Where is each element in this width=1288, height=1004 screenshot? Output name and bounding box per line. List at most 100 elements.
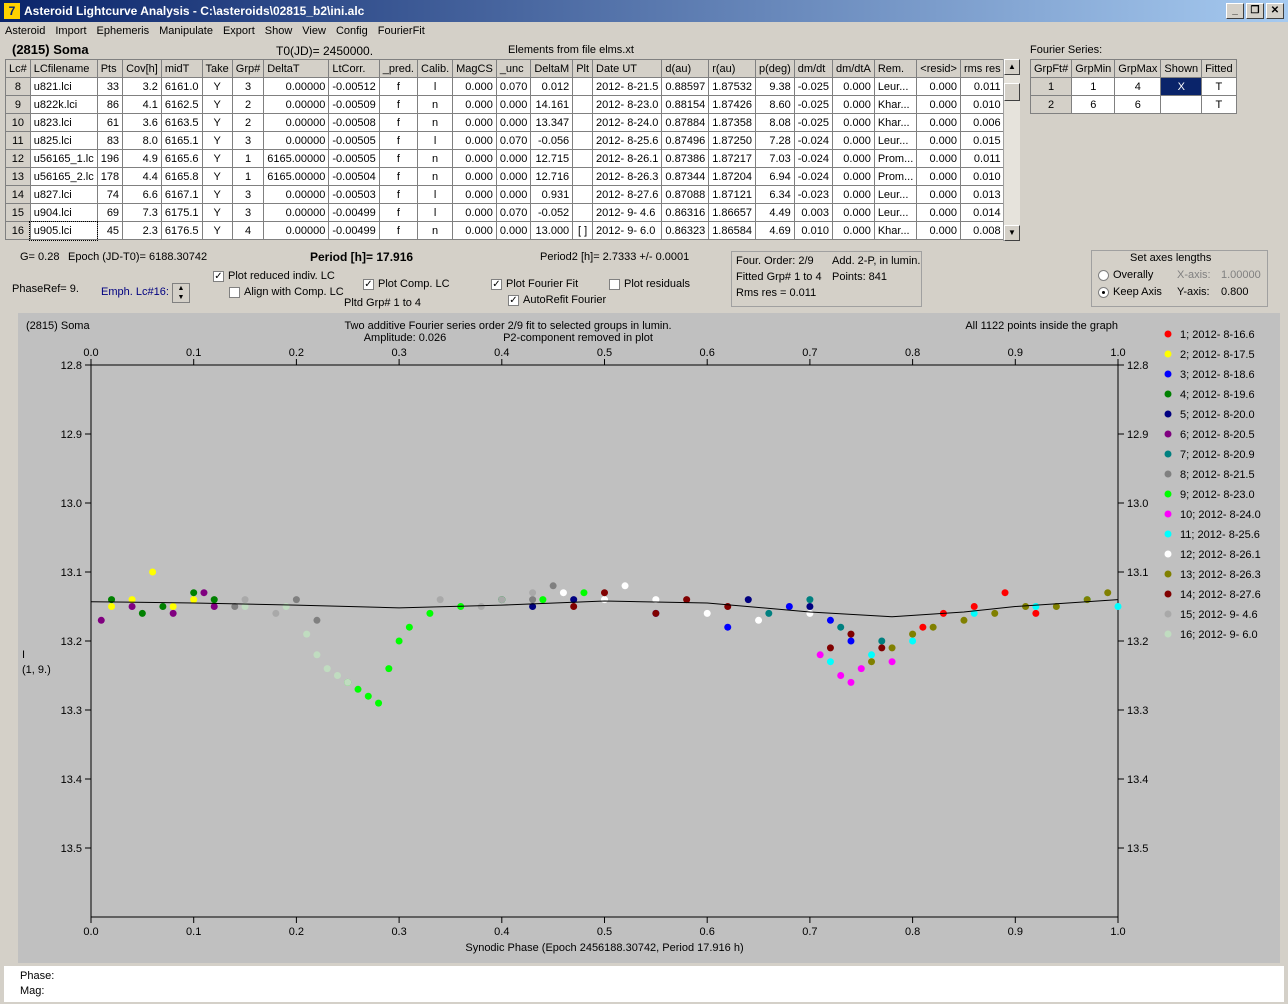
keep-axis-radio[interactable]: Keep Axis [1098, 286, 1162, 298]
table-cell[interactable]: f [378, 77, 419, 96]
table-cell[interactable]: 3.6 [122, 113, 162, 132]
table-cell[interactable]: 0.003 [793, 203, 833, 222]
column-header[interactable]: LtCorr. [328, 59, 380, 78]
table-cell[interactable]: 0.87386 [661, 149, 710, 168]
table-cell[interactable]: 2012- 9- 6.0 [592, 221, 663, 240]
fourier-column-header[interactable]: GrpMin [1071, 59, 1116, 78]
table-cell[interactable]: 6175.1 [160, 203, 203, 222]
row-index[interactable]: 9 [5, 95, 31, 114]
table-row[interactable]: 11 u825.lci 83 8.0 6165.1 Y 3 0.00000 -0.00505 f l… [5, 131, 1005, 150]
table-cell[interactable]: -0.024 [793, 167, 833, 186]
table-cell[interactable]: 0.000 [452, 95, 497, 114]
table-cell[interactable]: f [378, 131, 419, 150]
column-header[interactable]: <resid> [916, 59, 961, 78]
table-cell[interactable]: Leur... [873, 185, 918, 204]
table-cell[interactable]: 2012- 8-23.0 [592, 95, 663, 114]
table-cell[interactable]: n [416, 221, 454, 240]
table-cell[interactable]: 0.000 [452, 131, 497, 150]
table-cell[interactable]: 2012- 8-24.0 [592, 113, 663, 132]
table-cell[interactable]: 69 [96, 203, 124, 222]
table-cell[interactable]: 0.87884 [661, 113, 710, 132]
table-cell[interactable]: -0.00505 [328, 149, 380, 168]
table-cell[interactable]: 13.347 [530, 113, 574, 132]
table-cell[interactable]: 0.87088 [661, 185, 710, 204]
table-cell[interactable]: u822k.lci [29, 95, 98, 114]
column-header[interactable]: Rem. [873, 59, 918, 78]
column-header[interactable]: Take [201, 59, 233, 78]
overally-radio[interactable]: Overally [1098, 269, 1153, 281]
column-header[interactable]: _unc [495, 59, 532, 78]
table-row[interactable]: 15 u904.lci 69 7.3 6175.1 Y 3 0.00000 -0.00499 f l… [5, 203, 1005, 222]
table-cell[interactable]: 12.716 [530, 167, 574, 186]
table-cell[interactable]: Y [201, 77, 233, 96]
table-cell[interactable]: 3 [231, 185, 265, 204]
table-cell[interactable]: -0.00499 [328, 221, 380, 240]
table-cell[interactable]: l [416, 77, 454, 96]
table-cell[interactable]: 0.000 [495, 167, 532, 186]
table-row[interactable]: 14 u827.lci 74 6.6 6167.1 Y 3 0.00000 -0.00503 f l… [5, 185, 1005, 204]
table-cell[interactable]: Prom... [873, 149, 918, 168]
menu-ephemeris[interactable]: Ephemeris [96, 25, 150, 37]
scroll-thumb[interactable] [1004, 83, 1020, 101]
table-cell[interactable]: 0.000 [495, 221, 532, 240]
table-cell[interactable]: 0.000 [831, 113, 875, 132]
table-cell[interactable]: 2012- 8-26.1 [592, 149, 663, 168]
table-cell[interactable]: Khar... [873, 113, 918, 132]
table-cell[interactable]: 6165.1 [160, 131, 203, 150]
table-cell[interactable]: 8.60 [754, 95, 795, 114]
row-index[interactable]: 8 [5, 77, 31, 96]
table-cell[interactable]: 86 [96, 95, 124, 114]
table-cell[interactable]: 0.011 [959, 77, 1005, 96]
table-cell[interactable]: 2 [231, 95, 265, 114]
row-index[interactable]: 16 [5, 221, 31, 240]
table-cell[interactable]: 0.00000 [263, 221, 330, 240]
table-cell[interactable]: 0.88597 [661, 77, 710, 96]
table-cell[interactable]: u56165_1.lc [29, 149, 98, 168]
table-cell[interactable]: 0.931 [530, 185, 574, 204]
table-row[interactable]: 8 u821.lci 33 3.2 6161.0 Y 3 0.00000 -0.00512 f l 0… [5, 77, 1005, 96]
table-cell[interactable]: 0.000 [452, 149, 497, 168]
table-cell[interactable]: 0.00000 [263, 77, 330, 96]
table-cell[interactable]: 0.000 [916, 95, 961, 114]
table-cell[interactable]: 0.015 [959, 131, 1005, 150]
column-header[interactable]: Calib. [416, 59, 454, 78]
table-cell[interactable]: n [416, 113, 454, 132]
menu-config[interactable]: Config [335, 25, 368, 37]
table-cell[interactable] [572, 185, 594, 204]
table-cell[interactable]: 0.000 [916, 221, 961, 240]
table-cell[interactable]: 6165.00000 [263, 167, 330, 186]
column-header[interactable]: dm/dt [793, 59, 833, 78]
fourier-cell[interactable]: T [1201, 95, 1237, 114]
table-cell[interactable]: 0.87496 [661, 131, 710, 150]
table-cell[interactable]: l [416, 131, 454, 150]
fourier-cell[interactable]: 4 [1114, 77, 1162, 96]
table-cell[interactable]: 45 [96, 221, 124, 240]
table-cell[interactable]: 4.9 [122, 149, 162, 168]
table-cell[interactable]: -0.00509 [328, 95, 380, 114]
scroll-up-icon[interactable]: ▲ [1004, 59, 1020, 75]
yaxis-input[interactable]: 0.800 [1221, 286, 1249, 298]
table-cell[interactable]: -0.00508 [328, 113, 380, 132]
menu-asteroid[interactable]: Asteroid [5, 25, 46, 37]
table-row[interactable]: 13 u56165_2.lc 178 4.4 6165.8 Y 1 6165.00000 -0.… [5, 167, 1005, 186]
table-cell[interactable]: 1.87426 [708, 95, 756, 114]
table-cell[interactable]: 1.86657 [708, 203, 756, 222]
table-cell[interactable]: f [378, 167, 419, 186]
menu-export[interactable]: Export [222, 25, 255, 37]
table-row[interactable]: 12 u56165_1.lc 196 4.9 6165.6 Y 1 6165.00000 -0.… [5, 149, 1005, 168]
fourier-column-header[interactable]: GrpFt# [1029, 59, 1073, 78]
column-header[interactable]: Cov[h] [122, 59, 162, 78]
table-cell[interactable]: 0.000 [452, 185, 497, 204]
column-header[interactable]: DeltaM [530, 59, 574, 78]
table-cell[interactable]: -0.025 [793, 77, 833, 96]
table-cell[interactable]: f [378, 95, 419, 114]
table-cell[interactable]: 0.000 [916, 167, 961, 186]
menu-import[interactable]: Import [55, 25, 87, 37]
table-cell[interactable]: 0.010 [793, 221, 833, 240]
table-cell[interactable]: u56165_2.lc [29, 167, 98, 186]
table-cell[interactable] [572, 95, 594, 114]
table-cell[interactable]: f [378, 221, 419, 240]
table-cell[interactable]: 3 [231, 77, 265, 96]
menu-show[interactable]: Show [264, 25, 293, 37]
table-cell[interactable]: -0.025 [793, 113, 833, 132]
